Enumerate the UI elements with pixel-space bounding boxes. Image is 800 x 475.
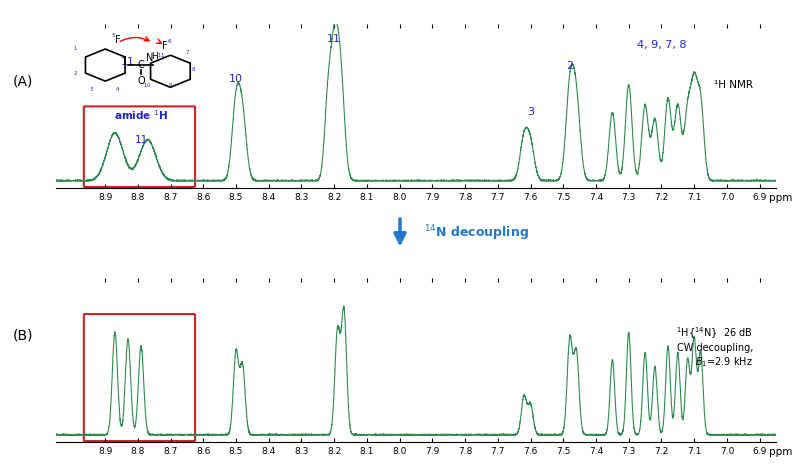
FancyArrowPatch shape [120, 37, 149, 41]
Text: 11: 11 [134, 135, 148, 145]
Text: (A): (A) [13, 74, 33, 88]
Text: $^{10}$: $^{10}$ [143, 83, 152, 92]
FancyArrowPatch shape [156, 39, 162, 43]
Text: $^8$: $^8$ [190, 66, 196, 76]
Text: 2: 2 [566, 61, 574, 71]
Text: N: N [146, 53, 154, 63]
Text: O: O [138, 76, 145, 86]
Text: 11: 11 [121, 57, 135, 66]
Text: C: C [138, 60, 145, 70]
Text: (B): (B) [13, 328, 34, 342]
Text: $^{14}$N decoupling: $^{14}$N decoupling [424, 223, 529, 243]
Text: H: H [151, 52, 158, 61]
Text: F: F [162, 41, 168, 51]
Text: $_{11}$: $_{11}$ [158, 51, 166, 60]
Text: $^4$: $^4$ [115, 86, 120, 95]
Text: $^3$: $^3$ [89, 86, 94, 95]
Text: 3: 3 [527, 107, 534, 117]
Text: ppm: ppm [770, 447, 793, 457]
Text: $^1$H{$^{14}$N}  26 dB
CW decoupling,
$B_1$=2.9 kHz: $^1$H{$^{14}$N} 26 dB CW decoupling, $B_… [676, 326, 753, 369]
Text: $^2$: $^2$ [73, 70, 78, 79]
Text: $^7$: $^7$ [186, 49, 190, 58]
Text: amide $^1$H: amide $^1$H [114, 108, 168, 122]
Text: ppm: ppm [770, 193, 793, 203]
Text: ¹H NMR: ¹H NMR [714, 80, 753, 90]
Text: $^1$: $^1$ [73, 46, 78, 55]
Text: F: F [114, 35, 121, 45]
Text: 10: 10 [229, 75, 243, 85]
Text: 11: 11 [327, 34, 341, 44]
Text: 4, 9, 7, 8: 4, 9, 7, 8 [637, 40, 686, 50]
Text: $^6$: $^6$ [167, 39, 172, 48]
Text: $^9$: $^9$ [168, 83, 173, 92]
Text: $^5$: $^5$ [111, 33, 117, 42]
